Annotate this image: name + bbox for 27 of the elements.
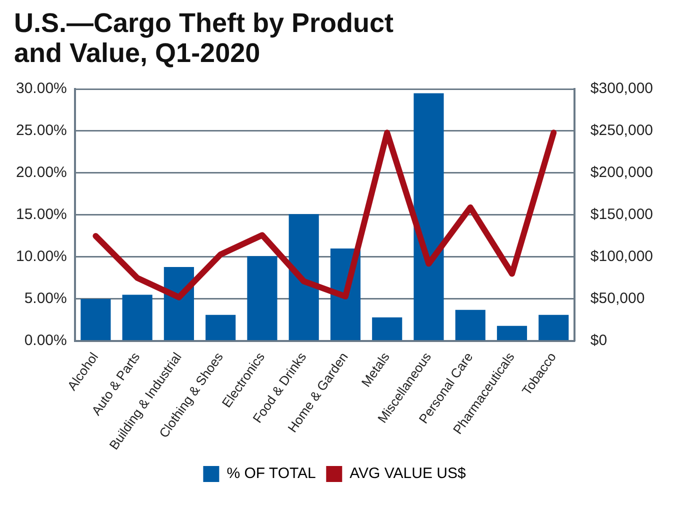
legend-label: % OF TOTAL (226, 465, 316, 482)
y-tick-label: 5.00% (24, 290, 67, 308)
bar (538, 314, 569, 340)
y-tick-label: 0.00% (24, 332, 67, 350)
y2-tick-label: $0 (590, 332, 608, 350)
bar (496, 326, 528, 340)
y-tick-label: 10.00% (16, 248, 67, 266)
y2-tick-label: $200,000 (590, 164, 654, 182)
bar (122, 294, 152, 340)
bar (206, 314, 236, 340)
bar (247, 256, 278, 340)
y2-tick-label: $150,000 (590, 206, 654, 224)
y2-tick-label: $300,000 (590, 80, 654, 98)
bar (414, 93, 444, 340)
y-tick-label: 30.00% (16, 80, 67, 98)
y2-tick-label: $50,000 (590, 290, 645, 308)
y2-tick-label: $250,000 (590, 122, 654, 140)
legend-label: AVG VALUE US$ (350, 465, 466, 482)
chart-title: U.S.—Cargo Theft by Product and Value, Q1-2020 (14, 8, 395, 68)
y2-tick-label: $100,000 (590, 248, 654, 266)
bar (80, 298, 111, 340)
y-tick-label: 25.00% (16, 122, 67, 140)
bar (288, 214, 319, 340)
y-tick-label: 15.00% (16, 206, 67, 224)
bar (372, 317, 402, 340)
bar (455, 310, 486, 340)
y-tick-label: 20.00% (16, 164, 67, 182)
